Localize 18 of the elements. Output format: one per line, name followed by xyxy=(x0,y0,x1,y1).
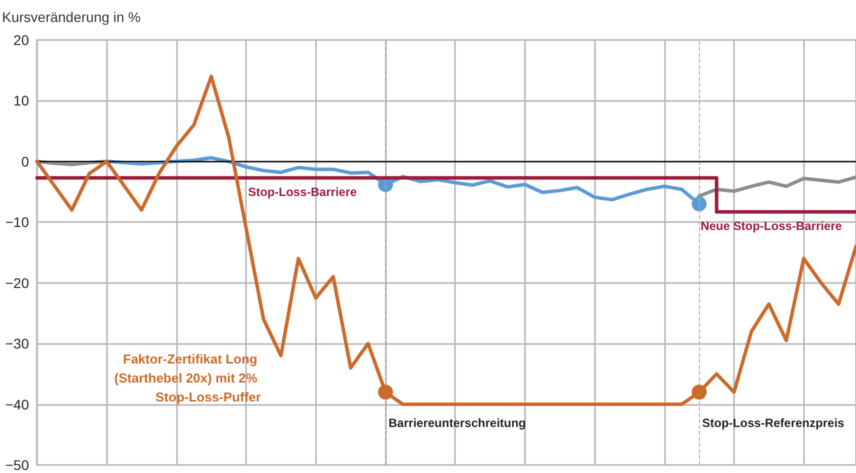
point xyxy=(692,384,707,400)
point xyxy=(378,384,394,400)
point xyxy=(692,196,707,212)
y-tick-label: −50 xyxy=(5,457,30,473)
y-axis-title: Kursveränderung in % xyxy=(2,9,141,25)
y-tick-label: −30 xyxy=(5,336,30,352)
y-tick-label: 10 xyxy=(13,92,30,109)
line-series xyxy=(35,74,856,406)
y-tick-label: −40 xyxy=(5,396,30,412)
annotation: Barriereunterschreitung xyxy=(388,416,526,430)
annotation: Stop-Loss-Referenzpreis xyxy=(702,416,845,430)
y-tick-label: −10 xyxy=(5,214,30,230)
y-tick-label: 0 xyxy=(21,153,30,170)
annotation: Stop-Loss-Barriere xyxy=(248,184,358,199)
y-tick-label: 20 xyxy=(13,32,30,48)
annotation: Neue Stop-Loss-Barriere xyxy=(700,218,842,233)
y-tick-label: −20 xyxy=(5,274,30,291)
series-label: Faktor-Zertifikat Long (Starthebel 20x) mit 2% Stop-Loss-Puffer xyxy=(114,352,261,405)
